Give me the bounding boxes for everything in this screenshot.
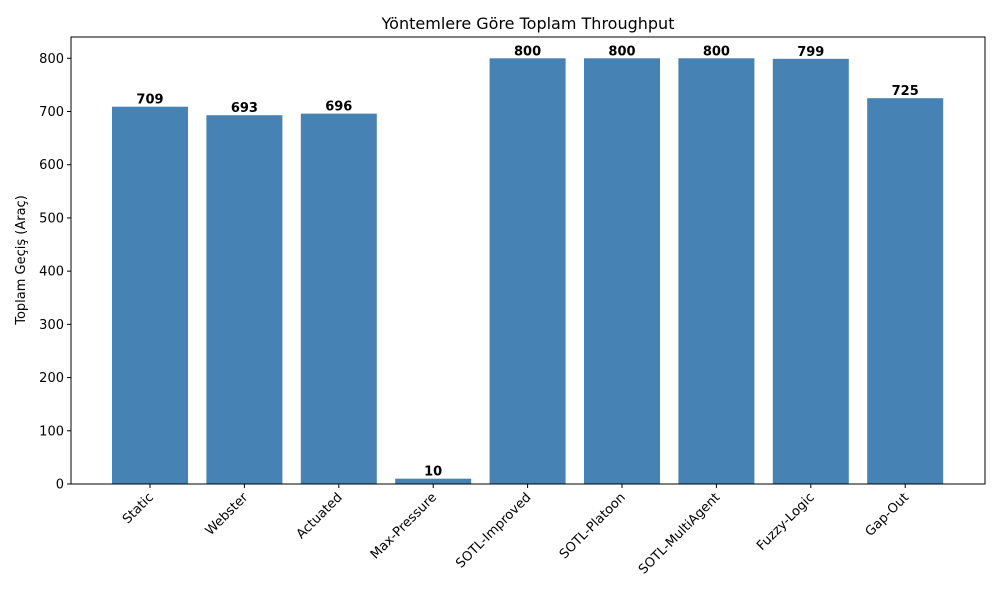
bar-sotl-multiagent (678, 58, 755, 485)
y-tick-label: 600 (39, 158, 64, 173)
x-tick-label: Actuated (294, 490, 346, 542)
bar-sotl-improved (489, 58, 566, 485)
y-tick-label: 400 (39, 265, 64, 280)
x-tick-label: SOTL-Improved (453, 490, 534, 571)
y-tick-label: 800 (39, 52, 64, 67)
y-tick-label: 0 (56, 478, 64, 493)
bar-max-pressure (395, 478, 472, 484)
plot-frame (70, 36, 986, 485)
bar-sotl-platoon (584, 58, 660, 485)
data-label: 725 (892, 84, 919, 99)
data-label: 709 (136, 93, 163, 108)
bars-group: 709 693 696 10 800 800 800 799 725 (112, 44, 944, 485)
x-tick-label: Fuzzy-Logic (754, 490, 817, 553)
data-label: 10 (424, 465, 442, 480)
x-tick-label: Static (120, 490, 157, 527)
chart-title: Yöntemlere Göre Toplam Throughput (381, 14, 675, 33)
bar-static (112, 106, 188, 484)
y-tick-label: 300 (39, 318, 64, 333)
bar-gap-out (867, 98, 944, 485)
y-tick-label: 700 (39, 105, 64, 120)
data-label: 693 (231, 101, 258, 116)
x-tick-label: Gap-Out (863, 490, 912, 539)
y-tick-label: 100 (39, 424, 64, 439)
data-label: 800 (703, 44, 730, 59)
bar-webster (206, 115, 283, 484)
data-label: 800 (514, 44, 541, 59)
x-tick-label: SOTL-MultiAgent (636, 490, 723, 577)
x-tick-label: Webster (203, 490, 252, 539)
y-axis-label: Toplam Geçiş (Araç) (14, 195, 29, 326)
bar-fuzzy-logic (772, 58, 849, 484)
data-label: 799 (797, 45, 824, 60)
y-tick-label: 500 (39, 211, 64, 226)
bar-actuated (300, 113, 377, 484)
data-label: 696 (325, 100, 352, 115)
x-tick-label: Max-Pressure (368, 490, 440, 562)
x-tick-label: SOTL-Platoon (557, 490, 629, 562)
y-tick-label: 200 (39, 371, 64, 386)
data-label: 800 (608, 44, 635, 59)
